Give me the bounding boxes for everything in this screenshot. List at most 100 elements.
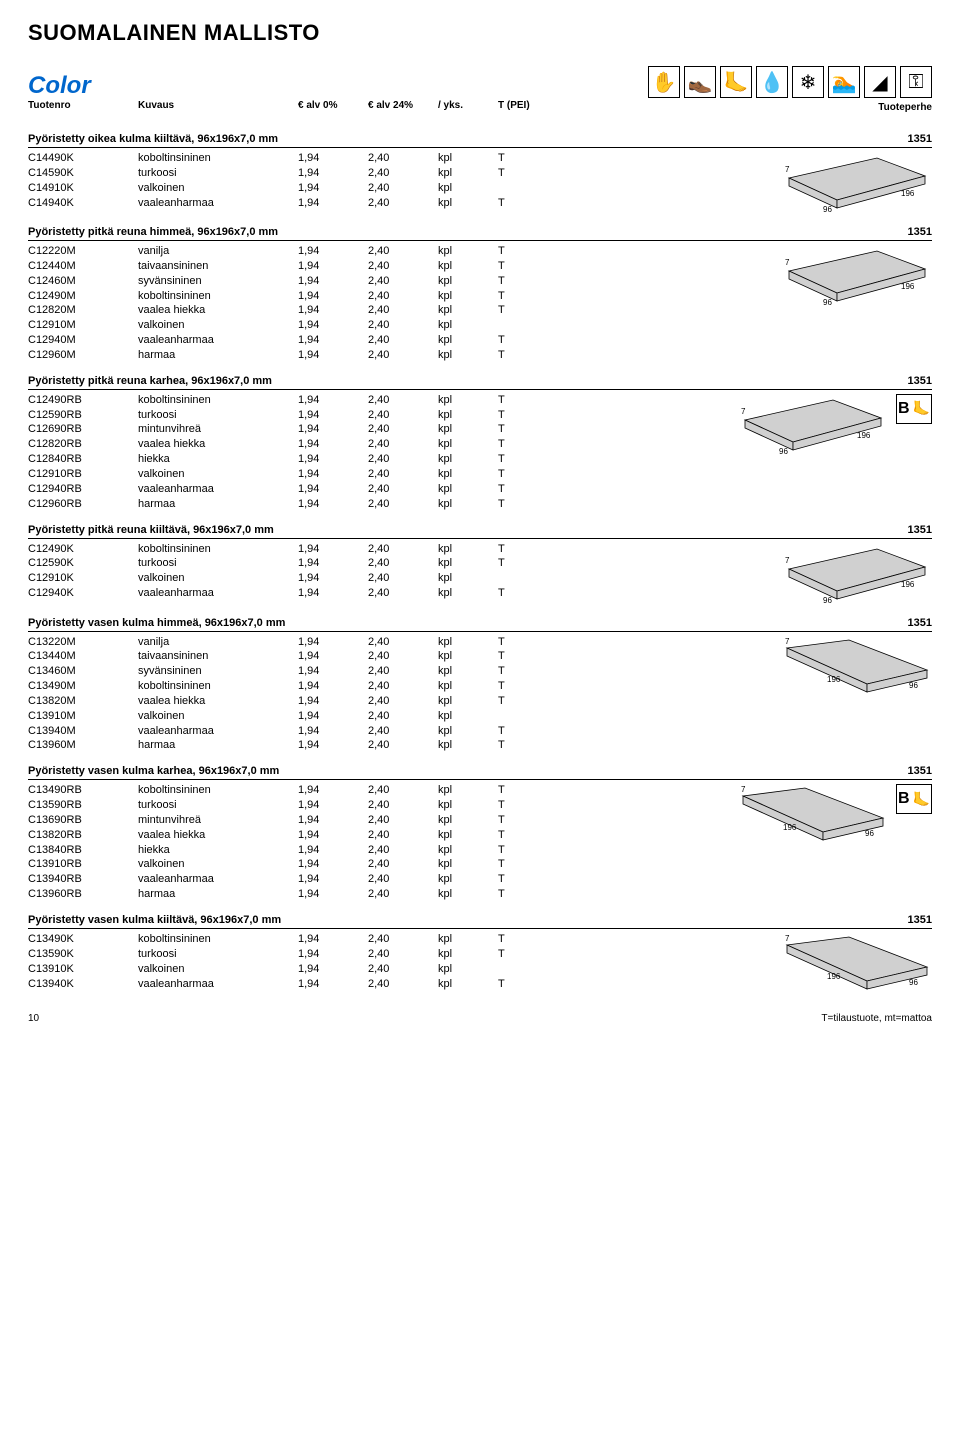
snowflake-icon: ❄ xyxy=(792,66,824,98)
cell-price24: 2,40 xyxy=(368,348,438,363)
cell-desc: koboltinsininen xyxy=(138,932,298,947)
cell-price0: 1,94 xyxy=(298,556,368,571)
illustration-column: 7 96 196 xyxy=(722,241,932,307)
cell-desc: valkoinen xyxy=(138,181,298,196)
cell-t: T xyxy=(498,798,558,813)
table-row: C13820Mvaalea hiekka1,942,40kplT xyxy=(28,694,722,709)
cell-unit: kpl xyxy=(438,932,498,947)
tile-illustration: 7 196 96 xyxy=(733,784,888,846)
cell-code: C12690RB xyxy=(28,422,138,437)
cell-price0: 1,94 xyxy=(298,408,368,423)
table-row: C13960RBharmaa1,942,40kplT xyxy=(28,887,722,902)
cell-unit: kpl xyxy=(438,843,498,858)
section-heading: Pyöristetty vasen kulma himmeä, 96x196x7… xyxy=(28,615,932,632)
cell-t xyxy=(498,318,558,333)
cell-price0: 1,94 xyxy=(298,649,368,664)
cell-unit: kpl xyxy=(438,694,498,709)
cell-desc: koboltinsininen xyxy=(138,783,298,798)
svg-text:196: 196 xyxy=(901,189,915,198)
cell-t: T xyxy=(498,813,558,828)
page-title: SUOMALAINEN MALLISTO xyxy=(28,20,932,46)
cell-price0: 1,94 xyxy=(298,482,368,497)
cell-unit: kpl xyxy=(438,649,498,664)
table-row: C12820RBvaalea hiekka1,942,40kplT xyxy=(28,437,722,452)
cell-price0: 1,94 xyxy=(298,828,368,843)
cell-price24: 2,40 xyxy=(368,181,438,196)
cell-t: T xyxy=(498,196,558,211)
cell-price0: 1,94 xyxy=(298,679,368,694)
cell-price0: 1,94 xyxy=(298,151,368,166)
cell-code: C12440M xyxy=(28,259,138,274)
section-title: Pyöristetty pitkä reuna karhea, 96x196x7… xyxy=(28,375,872,387)
svg-text:196: 196 xyxy=(901,580,915,589)
svg-text:7: 7 xyxy=(785,258,790,267)
cell-price24: 2,40 xyxy=(368,932,438,947)
drop-icon: 💧 xyxy=(756,66,788,98)
cell-t: T xyxy=(498,828,558,843)
cell-code: C13690RB xyxy=(28,813,138,828)
cell-code: C13940RB xyxy=(28,872,138,887)
section-heading: Pyöristetty pitkä reuna kiiltävä, 96x196… xyxy=(28,522,932,539)
svg-text:196: 196 xyxy=(783,823,797,832)
cell-unit: kpl xyxy=(438,259,498,274)
cell-code: C13490K xyxy=(28,932,138,947)
cell-t: T xyxy=(498,452,558,467)
illustration-column: 7 196 96 xyxy=(722,632,932,698)
cell-price24: 2,40 xyxy=(368,393,438,408)
header-icons: ✋👞🦶💧❄🏊◢⚿ xyxy=(648,66,932,98)
cell-code: C13490M xyxy=(28,679,138,694)
section-title: Pyöristetty pitkä reuna kiiltävä, 96x196… xyxy=(28,524,872,536)
cell-unit: kpl xyxy=(438,348,498,363)
cell-price0: 1,94 xyxy=(298,887,368,902)
section-family: 1351 xyxy=(872,226,932,238)
cell-desc: valkoinen xyxy=(138,962,298,977)
cell-unit: kpl xyxy=(438,333,498,348)
cell-price0: 1,94 xyxy=(298,843,368,858)
cell-price24: 2,40 xyxy=(368,872,438,887)
sections-container: Pyöristetty oikea kulma kiiltävä, 96x196… xyxy=(28,131,932,995)
cell-price0: 1,94 xyxy=(298,333,368,348)
cell-price0: 1,94 xyxy=(298,977,368,992)
barefoot-badge: B🦶 xyxy=(896,784,932,814)
cell-unit: kpl xyxy=(438,679,498,694)
cell-t: T xyxy=(498,783,558,798)
cell-unit: kpl xyxy=(438,467,498,482)
cell-price24: 2,40 xyxy=(368,694,438,709)
table-row: C12490Mkoboltinsininen1,942,40kplT xyxy=(28,289,722,304)
cell-t: T xyxy=(498,586,558,601)
cell-price0: 1,94 xyxy=(298,635,368,650)
cell-t: T xyxy=(498,408,558,423)
svg-text:7: 7 xyxy=(741,407,746,416)
cell-t: T xyxy=(498,679,558,694)
cell-code: C14940K xyxy=(28,196,138,211)
cell-code: C12940RB xyxy=(28,482,138,497)
badge-letter: B xyxy=(898,790,910,808)
cell-t: T xyxy=(498,497,558,512)
cell-price0: 1,94 xyxy=(298,274,368,289)
cell-price24: 2,40 xyxy=(368,303,438,318)
cell-t: T xyxy=(498,947,558,962)
cell-price24: 2,40 xyxy=(368,452,438,467)
cell-price24: 2,40 xyxy=(368,828,438,843)
tile-illustration: 7 96 196 xyxy=(777,152,932,214)
cell-code: C13940K xyxy=(28,977,138,992)
table-row: C13820RBvaalea hiekka1,942,40kplT xyxy=(28,828,722,843)
cell-price0: 1,94 xyxy=(298,303,368,318)
cell-price24: 2,40 xyxy=(368,947,438,962)
col-alv0: € alv 0% xyxy=(298,100,368,111)
cell-price0: 1,94 xyxy=(298,694,368,709)
section-body: C12490Kkoboltinsininen1,942,40kplTC12590… xyxy=(28,539,932,605)
cell-code: C13820RB xyxy=(28,828,138,843)
table-row: C13490RBkoboltinsininen1,942,40kplT xyxy=(28,783,722,798)
cell-t: T xyxy=(498,635,558,650)
cell-price0: 1,94 xyxy=(298,724,368,739)
section-title: Pyöristetty vasen kulma himmeä, 96x196x7… xyxy=(28,617,872,629)
section-title: Pyöristetty oikea kulma kiiltävä, 96x196… xyxy=(28,133,872,145)
cell-t xyxy=(498,962,558,977)
cell-t: T xyxy=(498,649,558,664)
cell-price24: 2,40 xyxy=(368,664,438,679)
cell-desc: vaaleanharmaa xyxy=(138,872,298,887)
rows-wrap: C12490RBkoboltinsininen1,942,40kplTC1259… xyxy=(28,390,722,512)
cell-price24: 2,40 xyxy=(368,649,438,664)
cell-t: T xyxy=(498,482,558,497)
